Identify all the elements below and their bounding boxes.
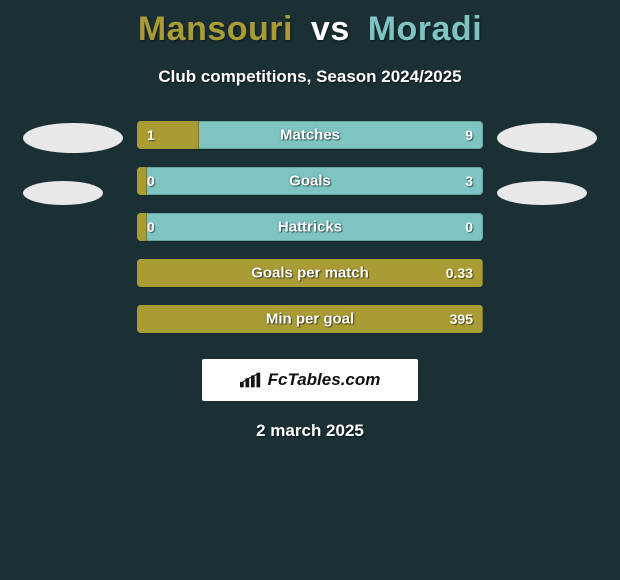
stat-row: Min per goal395 [137,305,483,333]
player2-name: Moradi [368,10,482,48]
stat-fill [137,305,483,333]
stat-value-right: 3 [465,173,473,189]
stat-label: Hattricks [137,219,483,236]
attribution-badge: FcTables.com [202,359,418,401]
stat-fill [137,121,199,149]
stat-row: Matches19 [137,121,483,149]
vs-label: vs [311,10,350,48]
stat-bars: Matches19Goals03Hattricks00Goals per mat… [137,121,483,333]
date-label: 2 march 2025 [0,421,620,441]
stat-value-left: 0 [147,219,155,235]
team-badge [497,181,587,205]
stat-label: Goals [137,173,483,190]
team-badge [23,181,103,205]
stat-row: Hattricks0 0 [137,213,483,241]
team-badge [497,123,597,153]
stat-fill [137,259,483,287]
stat-value-left: 0 [147,173,155,189]
chart-icon [240,372,262,388]
stat-value-right: 9 [465,127,473,143]
subtitle: Club competitions, Season 2024/2025 [0,67,620,87]
attribution-text: FcTables.com [268,370,381,390]
team-badge [23,123,123,153]
page-title: Mansouri vs Moradi [0,0,620,49]
left-badges [23,121,123,205]
right-badges [497,121,597,205]
player1-name: Mansouri [138,10,293,48]
stat-value-right: 0 [465,219,473,235]
stat-row: Goals per match0.33 [137,259,483,287]
comparison-chart: Matches19Goals03Hattricks00Goals per mat… [0,121,620,333]
stat-fill [137,213,147,241]
stat-fill [137,167,147,195]
stat-row: Goals0 3 [137,167,483,195]
